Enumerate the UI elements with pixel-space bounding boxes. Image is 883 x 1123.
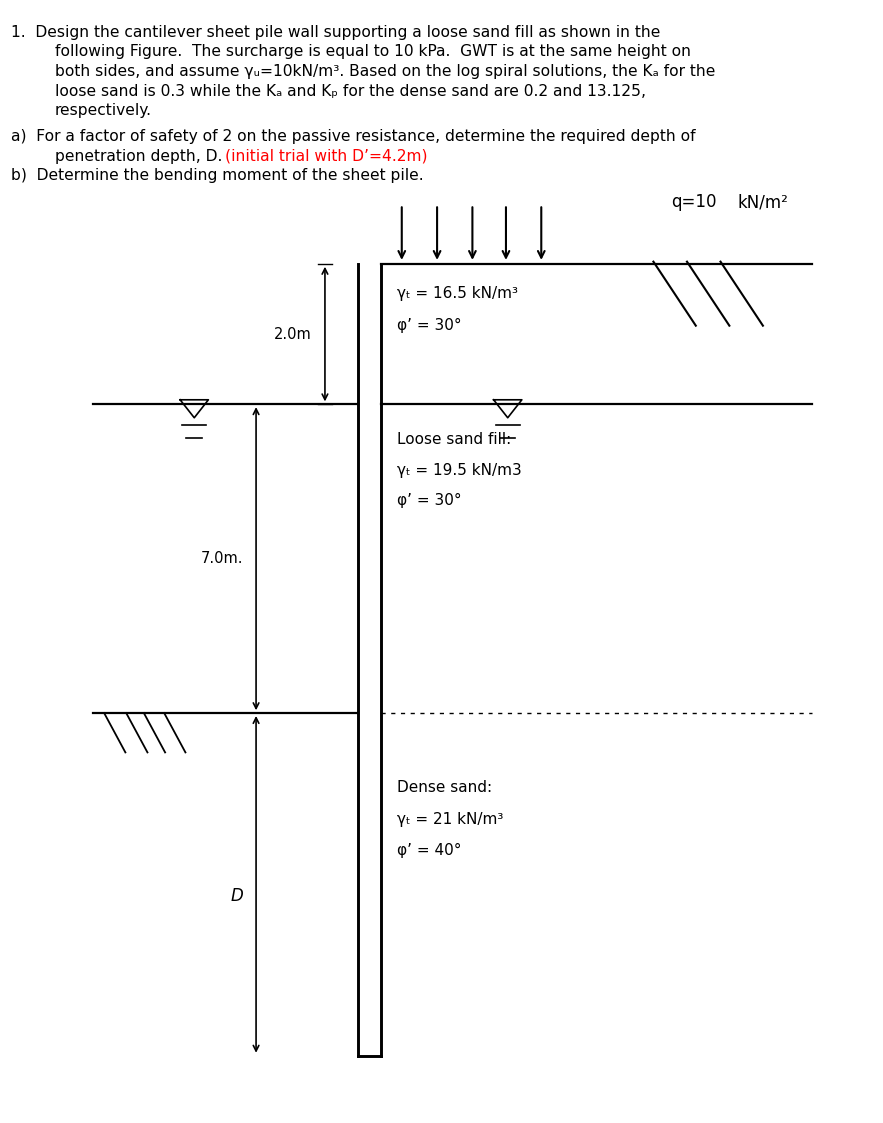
Text: 1.  Design the cantilever sheet pile wall supporting a loose sand fill as shown : 1. Design the cantilever sheet pile wall…	[11, 25, 660, 39]
Text: φ’ = 40°: φ’ = 40°	[397, 843, 462, 858]
Text: respectively.: respectively.	[55, 103, 152, 118]
Text: b)  Determine the bending moment of the sheet pile.: b) Determine the bending moment of the s…	[11, 168, 424, 183]
Text: 7.0m.: 7.0m.	[200, 551, 243, 566]
Text: following Figure.  The surcharge is equal to 10 kPa.  GWT is at the same height : following Figure. The surcharge is equal…	[55, 45, 691, 60]
Text: γₜ = 21 kN/m³: γₜ = 21 kN/m³	[397, 812, 503, 827]
Text: kN/m²: kN/m²	[737, 193, 789, 211]
Text: φ’ = 30°: φ’ = 30°	[397, 493, 462, 508]
Text: loose sand is 0.3 while the Kₐ and Kₚ for the dense sand are 0.2 and 13.125,: loose sand is 0.3 while the Kₐ and Kₚ fo…	[55, 84, 645, 99]
Text: (initial trial with D’=4.2m): (initial trial with D’=4.2m)	[225, 148, 427, 164]
Text: 2.0m: 2.0m	[274, 327, 312, 341]
Text: Loose sand fill:: Loose sand fill:	[397, 432, 511, 447]
Text: q=10: q=10	[671, 193, 717, 211]
Text: both sides, and assume γᵤ=10kN/m³. Based on the log spiral solutions, the Kₐ for: both sides, and assume γᵤ=10kN/m³. Based…	[55, 64, 715, 79]
Text: D: D	[230, 886, 243, 905]
Text: a)  For a factor of safety of 2 on the passive resistance, determine the require: a) For a factor of safety of 2 on the pa…	[11, 129, 696, 144]
Text: φ’ = 30°: φ’ = 30°	[397, 318, 462, 332]
Text: Dense sand:: Dense sand:	[397, 780, 493, 795]
Text: γₜ = 16.5 kN/m³: γₜ = 16.5 kN/m³	[397, 286, 518, 301]
Text: γₜ = 19.5 kN/m3: γₜ = 19.5 kN/m3	[397, 463, 522, 477]
Text: penetration depth, D.: penetration depth, D.	[55, 148, 227, 164]
